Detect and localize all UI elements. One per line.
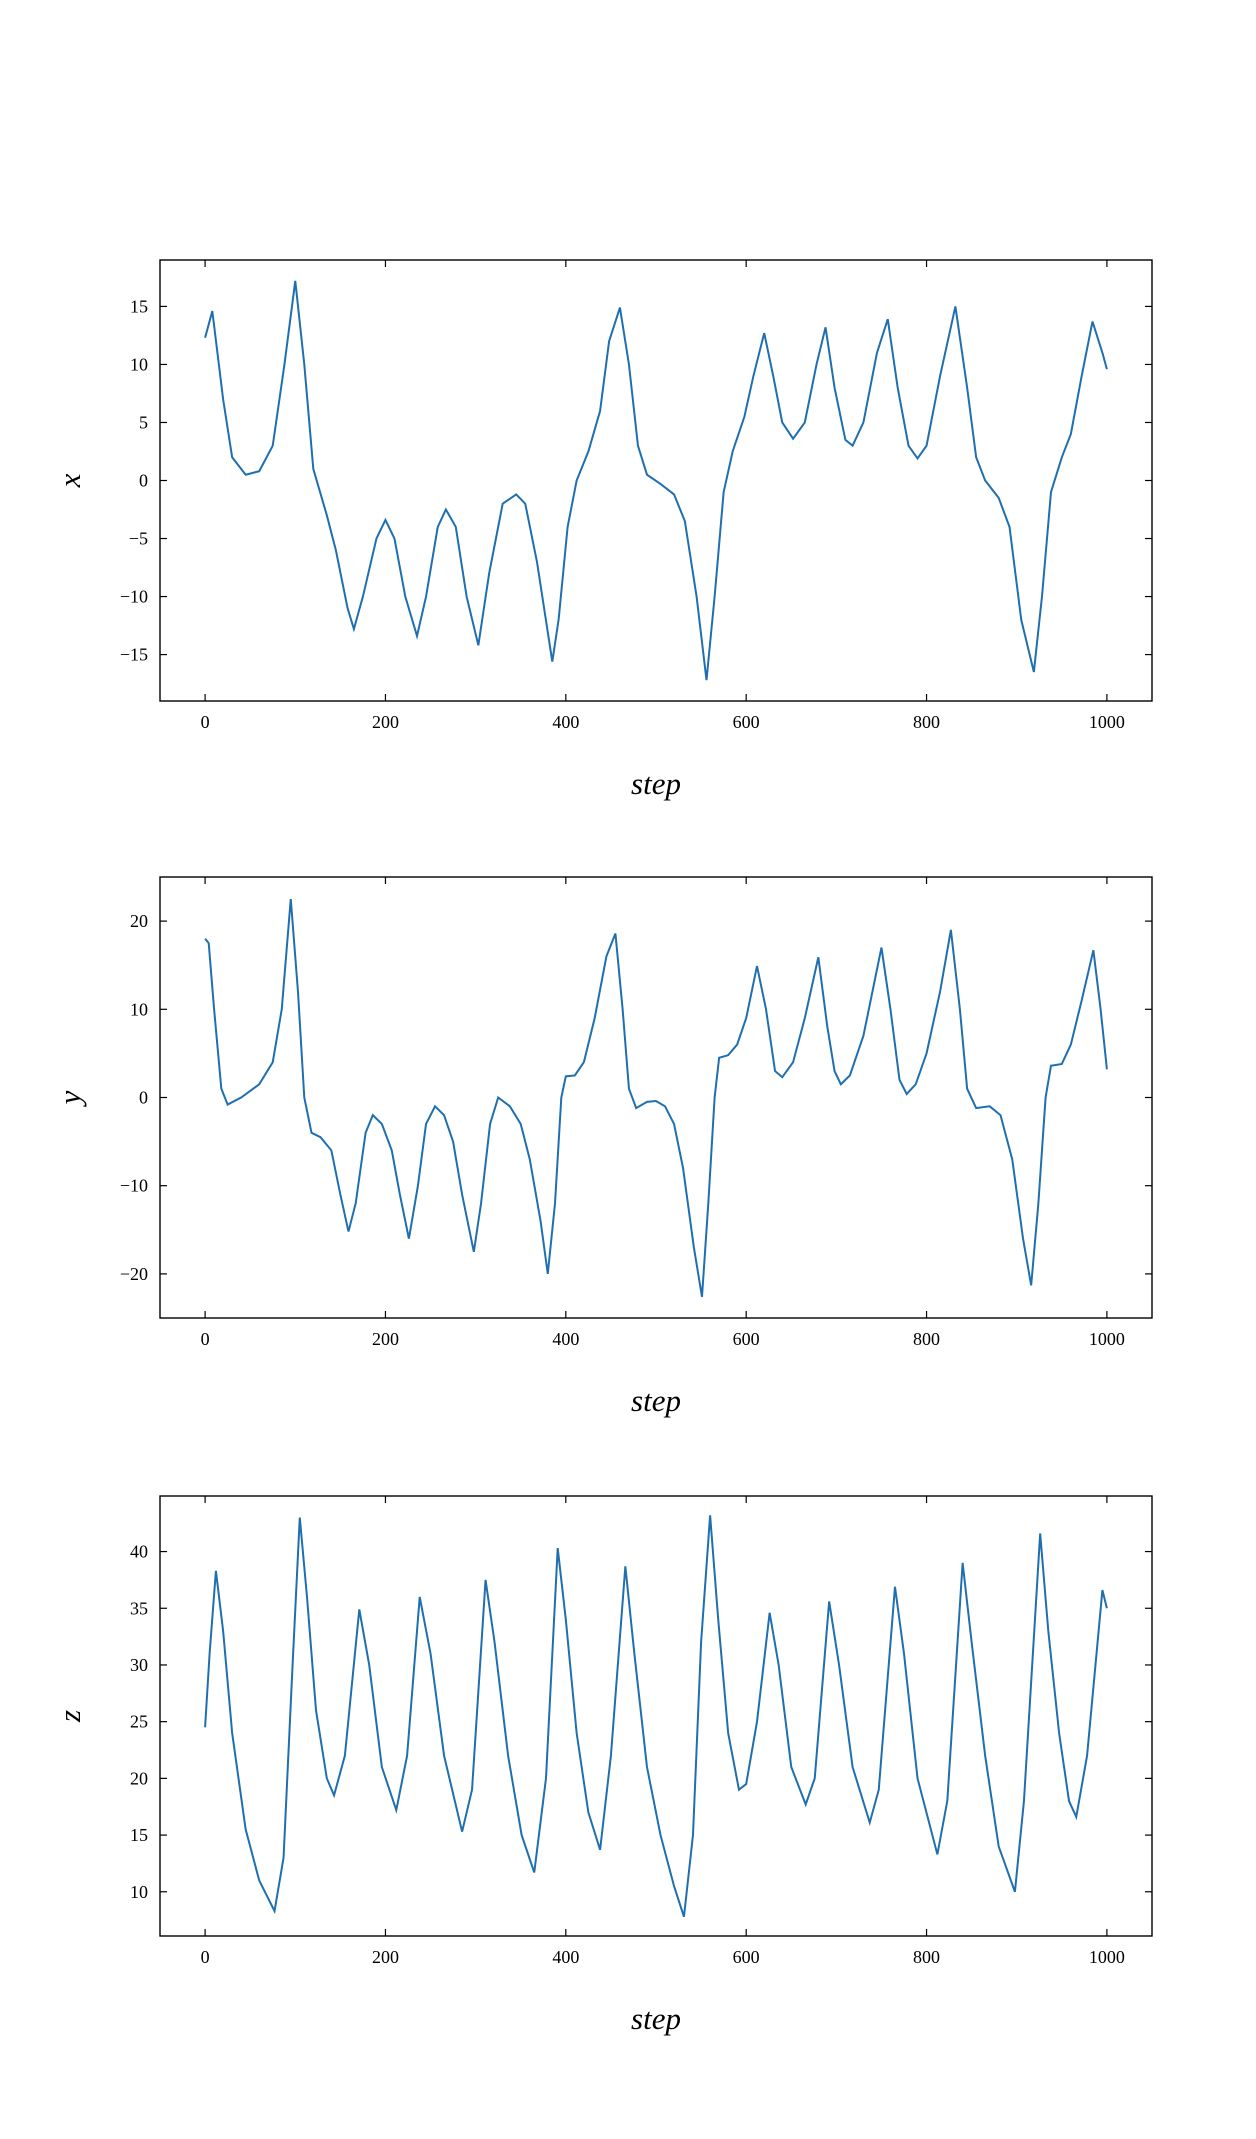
y-tick-label: −10 bbox=[120, 587, 148, 607]
y-tick-label: 5 bbox=[139, 412, 148, 432]
x-tick-label: 0 bbox=[201, 1329, 210, 1349]
y-tick-label: −10 bbox=[120, 1176, 148, 1196]
x-tick-label: 200 bbox=[372, 712, 399, 732]
x-tick-label: 200 bbox=[372, 1947, 399, 1967]
x-tick-label: 1000 bbox=[1089, 1947, 1125, 1967]
x-tick-label: 600 bbox=[733, 1947, 760, 1967]
y-axis-label: y bbox=[52, 1090, 87, 1107]
data-line bbox=[204, 1515, 1108, 1918]
y-axis-label: x bbox=[52, 473, 87, 488]
x-axis-label: step bbox=[631, 766, 681, 801]
y-tick-label: 10 bbox=[130, 354, 148, 374]
x-axis-label: step bbox=[631, 2001, 681, 2036]
x-tick-label: 800 bbox=[913, 1329, 940, 1349]
x-tick-label: 800 bbox=[913, 1947, 940, 1967]
plot-frame bbox=[159, 876, 1153, 1319]
x-tick-label: 400 bbox=[552, 1329, 579, 1349]
x-tick-label: 600 bbox=[733, 1329, 760, 1349]
x-tick-label: 1000 bbox=[1089, 1329, 1125, 1349]
y-tick-label: 10 bbox=[130, 1882, 148, 1902]
y-tick-label: −20 bbox=[120, 1264, 148, 1284]
y-tick-label: 40 bbox=[130, 1542, 148, 1562]
y-tick-label: 0 bbox=[139, 1088, 148, 1108]
y-tick-label: 20 bbox=[130, 911, 148, 931]
plot-frame bbox=[159, 1495, 1153, 1937]
x-tick-label: 0 bbox=[201, 712, 210, 732]
x-tick-label: 400 bbox=[552, 1947, 579, 1967]
data-line bbox=[204, 898, 1108, 1297]
y-tick-label: 25 bbox=[130, 1712, 148, 1732]
y-tick-label: 10 bbox=[130, 999, 148, 1019]
y-axis-label: z bbox=[52, 1710, 87, 1723]
y-tick-label: 15 bbox=[130, 1825, 148, 1845]
x-axis-label: step bbox=[631, 1383, 681, 1418]
x-tick-label: 1000 bbox=[1089, 712, 1125, 732]
x-tick-label: 800 bbox=[913, 712, 940, 732]
y-tick-label: 15 bbox=[130, 296, 148, 316]
x-tick-label: 200 bbox=[372, 1329, 399, 1349]
y-tick-label: 0 bbox=[139, 471, 148, 491]
y-tick-label: 20 bbox=[130, 1768, 148, 1788]
x-tick-label: 400 bbox=[552, 712, 579, 732]
y-tick-label: 35 bbox=[130, 1598, 148, 1618]
x-tick-label: 600 bbox=[733, 712, 760, 732]
y-tick-label: −15 bbox=[120, 645, 148, 665]
y-tick-label: −5 bbox=[129, 529, 148, 549]
data-line bbox=[204, 280, 1108, 681]
x-tick-label: 0 bbox=[201, 1947, 210, 1967]
y-tick-label: 30 bbox=[130, 1655, 148, 1675]
